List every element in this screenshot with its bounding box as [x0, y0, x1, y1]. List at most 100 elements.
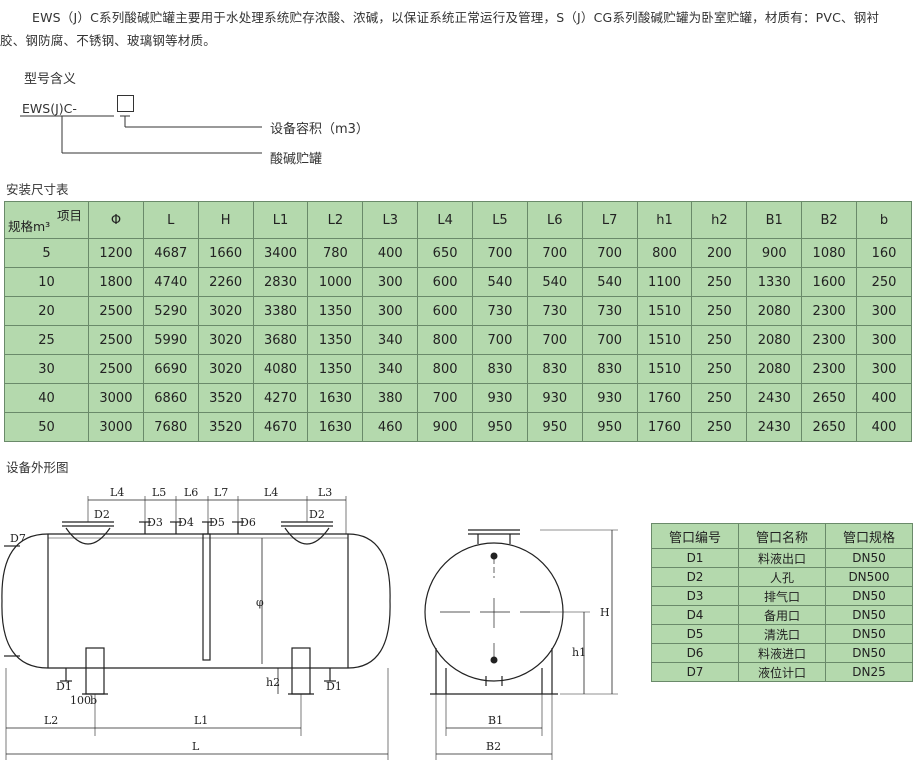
ports-cell: 料液出口	[738, 548, 826, 568]
spec-cell: 1660	[197, 238, 254, 268]
spec-cell: 400	[856, 412, 912, 442]
spec-cell: 3000	[88, 383, 144, 413]
spec-cell: 950	[581, 412, 638, 442]
spec-cell: 2300	[801, 354, 858, 384]
ports-header-cell: 管口规格	[825, 523, 913, 549]
model-capacity-box	[117, 95, 134, 112]
spec-cell: 300	[362, 296, 419, 326]
spec-cell: 3020	[197, 354, 254, 384]
spec-cell: 600	[417, 267, 474, 297]
spec-header-cell: L3	[362, 201, 419, 239]
spec-row: 50 3000 7680 3520 4670 1630 460 900 950 950 950 176…	[4, 412, 912, 442]
ports-cell: DN25	[825, 662, 913, 682]
ports-cell: 清洗口	[738, 624, 826, 644]
spec-cell: 250	[691, 354, 748, 384]
spec-cell: 3520	[197, 383, 254, 413]
dim-L3: L3	[318, 486, 332, 499]
model-leader-lines	[20, 115, 262, 154]
dim-L: L	[192, 740, 200, 753]
spec-cell: 250	[691, 296, 748, 326]
nozzle-D1a: D1	[56, 680, 72, 693]
model-code: EWS(J)C-	[22, 101, 77, 116]
spec-cell: 830	[526, 354, 583, 384]
spec-cell: 830	[581, 354, 638, 384]
spec-cell: 5990	[142, 325, 199, 355]
legend-capacity: 设备容积（m3）	[270, 122, 369, 137]
spec-header-row: 项目 规格m³ Φ L H L1 L2 L3 L4 L5 L6 L7 h1 h2 B1 B2 b	[4, 201, 912, 239]
dim-L6: L6	[184, 486, 198, 499]
ports-row: D5 清洗口 DN50	[651, 624, 913, 644]
spec-header-cell: L4	[417, 201, 474, 239]
ports-cell: 料液进口	[738, 643, 826, 663]
spec-cell: 1630	[307, 412, 364, 442]
spec-cell: 830	[472, 354, 528, 384]
ports-row: D2 人孔 DN500	[651, 567, 913, 587]
spec-cell: 900	[417, 412, 474, 442]
ports-cell: D6	[651, 643, 739, 663]
spec-cell: 250	[856, 267, 912, 297]
spec-cell: 950	[526, 412, 583, 442]
spec-header-cell: b	[856, 201, 912, 239]
ports-cell: D2	[651, 567, 739, 587]
spec-header-cell: B1	[746, 201, 803, 239]
spec-header-cell: H	[197, 201, 254, 239]
spec-cell: 300	[856, 296, 912, 326]
ports-row: D7 液位计口 DN25	[651, 662, 913, 682]
spec-cell: 950	[472, 412, 528, 442]
spec-cell: 2500	[88, 325, 144, 355]
spec-cell: 930	[472, 383, 528, 413]
spec-cell: 200	[691, 238, 748, 268]
ports-cell: DN50	[825, 586, 913, 606]
dim-L7: L7	[214, 486, 228, 499]
corner-bottom: 规格m³	[8, 219, 51, 234]
dim-B2: B2	[486, 740, 501, 753]
ports-cell: DN50	[825, 624, 913, 644]
ports-cell: D3	[651, 586, 739, 606]
spec-cell: 600	[417, 296, 474, 326]
ports-cell: DN50	[825, 605, 913, 625]
intro-line-1: EWS（J）C系列酸碱贮罐主要用于水处理系统贮存浓酸、浓碱，以保证系统正常运行及…	[32, 10, 880, 25]
spec-cell: 400	[856, 383, 912, 413]
ports-cell: 液位计口	[738, 662, 826, 682]
ports-cell: D1	[651, 548, 739, 568]
nozzle-D4: D4	[178, 516, 194, 529]
spec-cell: 1330	[746, 267, 803, 297]
spec-cell: 2430	[746, 412, 803, 442]
spec-table: 项目 规格m³ Φ L H L1 L2 L3 L4 L5 L6 L7 h1 h2 B1 B2 b 5 1200 468…	[4, 201, 912, 442]
dim-b: b	[90, 694, 97, 707]
spec-cell: 2300	[801, 325, 858, 355]
spec-cell: 340	[362, 325, 419, 355]
spec-cell: 3000	[88, 412, 144, 442]
spec-cell: 5290	[142, 296, 199, 326]
spec-cell: 340	[362, 354, 419, 384]
ports-table: 管口编号 管口名称 管口规格 D1 料液出口 DN50 D2 人孔 DN500 D3 排气口 DN50…	[651, 523, 913, 682]
spec-cell: 700	[472, 325, 528, 355]
spec-cell: 250	[691, 412, 748, 442]
ports-header-row: 管口编号 管口名称 管口规格	[651, 523, 913, 549]
nozzle-D1b: D1	[326, 680, 342, 693]
spec-cell: 930	[526, 383, 583, 413]
spec-cell: 7680	[142, 412, 199, 442]
ports-cell: DN50	[825, 548, 913, 568]
spec-cell: 2080	[746, 354, 803, 384]
spec-header-cell: L5	[472, 201, 528, 239]
ports-row: D4 备用口 DN50	[651, 605, 913, 625]
spec-cell: 540	[526, 267, 583, 297]
dim-phi: φ	[256, 596, 264, 609]
spec-cell: 25	[4, 325, 89, 355]
spec-cell: 730	[472, 296, 528, 326]
spec-cell: 250	[691, 383, 748, 413]
spec-cell: 2300	[801, 296, 858, 326]
dim-L4a: L4	[110, 486, 124, 499]
spec-cell: 20	[4, 296, 89, 326]
spec-cell: 1350	[307, 296, 364, 326]
spec-cell: 50	[4, 412, 89, 442]
spec-cell: 2830	[252, 267, 309, 297]
spec-cell: 1510	[636, 325, 693, 355]
intro-line-2: 胶、钢防腐、不锈钢、玻璃钢等材质。	[0, 33, 216, 48]
spec-header-cell: h2	[691, 201, 748, 239]
spec-cell: 930	[581, 383, 638, 413]
spec-cell: 1510	[636, 354, 693, 384]
spec-cell: 460	[362, 412, 419, 442]
ports-cell: D4	[651, 605, 739, 625]
